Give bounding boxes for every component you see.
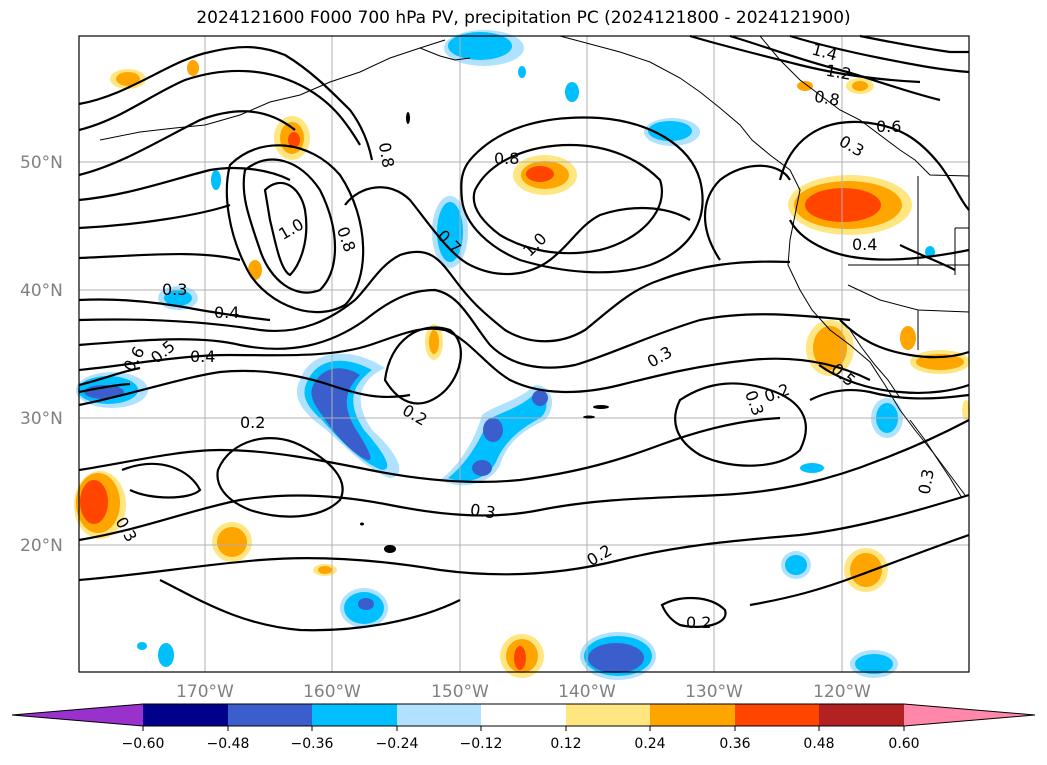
colorbar-bin — [143, 704, 228, 726]
colorbar-tick-label: 0.48 — [803, 736, 834, 752]
lon-label-130w: 130°W — [685, 682, 743, 702]
contour-label: 0.6 — [876, 117, 901, 136]
lat-label-40n: 40°N — [20, 281, 63, 301]
colorbar-tick-label: 0.60 — [888, 736, 919, 752]
lat-label-20n: 20°N — [20, 536, 63, 556]
colorbar-tick-label: −0.36 — [291, 736, 334, 752]
colorbar-bin — [228, 704, 312, 726]
colorbar-tick-label: −0.12 — [460, 736, 503, 752]
colorbar-bin — [397, 704, 481, 726]
lon-label-140w: 140°W — [558, 682, 616, 702]
map-frame — [78, 35, 970, 673]
longitude-labels: 170°W 160°W 150°W 140°W 130°W 120°W — [176, 682, 871, 702]
coastlines — [99, 35, 970, 499]
contour-label: 0.8 — [494, 149, 519, 168]
latitude-labels: 20°N 30°N 40°N 50°N — [20, 153, 63, 556]
colorbar-tick-label: −0.48 — [207, 736, 250, 752]
contour-label: 0.4 — [190, 347, 215, 366]
contour-label: 0.4 — [214, 303, 239, 322]
colorbar-tick-label: −0.24 — [376, 736, 419, 752]
colorbar-bin — [650, 704, 735, 726]
colorbar-bin — [566, 704, 650, 726]
precip-anomaly-fills — [74, 30, 970, 680]
contour-label: 0.3 — [915, 467, 938, 495]
colorbar-bin — [735, 704, 819, 726]
colorbar-tick-label: 0.12 — [550, 736, 581, 752]
contour-label: 0.8 — [375, 141, 398, 169]
lat-label-50n: 50°N — [20, 153, 63, 173]
colorbar-extend-high — [904, 704, 1035, 726]
lon-label-120w: 120°W — [813, 682, 871, 702]
colorbar-tick-label: −0.60 — [122, 736, 165, 752]
colorbar-tick-label: 0.36 — [719, 736, 750, 752]
colorbar-bin — [312, 704, 397, 726]
lon-label-150w: 150°W — [431, 682, 489, 702]
contour-label: 0.2 — [686, 613, 711, 632]
contour-label: 0.8 — [813, 87, 841, 110]
colorbar-extend-low — [12, 704, 143, 726]
pv-contours — [78, 34, 970, 632]
lat-label-30n: 30°N — [20, 409, 63, 429]
colorbar: −0.60 −0.48 −0.36 −0.24 −0.12 0.12 0.24 … — [11, 703, 1036, 752]
islands — [360, 112, 609, 553]
contour-label: 1.2 — [824, 61, 852, 84]
contour-label: 0.2 — [240, 413, 265, 432]
contour-label: 0.3 — [469, 500, 497, 522]
map-title: 2024121600 F000 700 hPa PV, precipitatio… — [196, 8, 851, 28]
colorbar-bin — [819, 704, 904, 726]
contour-label: 0.4 — [852, 235, 877, 254]
colorbar-bin — [481, 704, 566, 726]
contour-label: 0.3 — [162, 280, 187, 299]
lon-label-170w: 170°W — [176, 682, 234, 702]
lon-label-160w: 160°W — [303, 682, 361, 702]
colorbar-tick-label: 0.24 — [634, 736, 665, 752]
